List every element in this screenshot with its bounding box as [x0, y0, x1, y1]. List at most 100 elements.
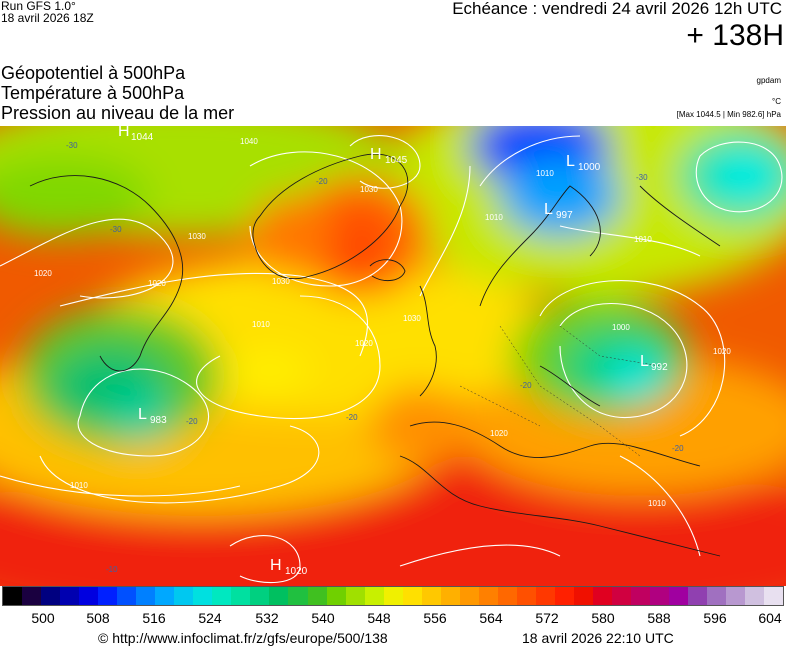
- scale-swatch: [212, 587, 232, 605]
- unit-geopotential: gpdam: [756, 76, 781, 85]
- scale-swatch: [326, 587, 346, 605]
- coastlines: [29, 153, 721, 557]
- scale-swatch: [688, 587, 708, 605]
- high-center-3: H: [270, 557, 282, 574]
- isobar-contours: [0, 135, 783, 584]
- scale-tick: 548: [367, 610, 391, 626]
- scale-tick: 524: [198, 610, 222, 626]
- scale-tick: 516: [142, 610, 166, 626]
- scale-swatch: [535, 587, 555, 605]
- scale-swatch: [745, 587, 765, 605]
- scale-swatch: [421, 587, 441, 605]
- scale-tick: 508: [86, 610, 110, 626]
- low-center-2-value: 997: [556, 210, 573, 221]
- temp-label: -20: [520, 381, 532, 390]
- scale-swatch: [650, 587, 670, 605]
- forecast-horizon: + 138H: [686, 19, 784, 52]
- low-center-2: L: [544, 201, 553, 218]
- scale-swatch: [592, 587, 612, 605]
- isobar-label: 1030: [360, 185, 378, 194]
- scale-tick: 500: [31, 610, 55, 626]
- scale-swatch: [231, 587, 251, 605]
- color-scale-bar: [2, 586, 784, 606]
- weather-map: H 1044 H 1045 L 1000 L 997 L 983 L 992 H…: [0, 126, 786, 586]
- temp-label: -30: [636, 173, 648, 182]
- scale-swatch: [41, 587, 61, 605]
- isobar-label: 1010: [648, 499, 666, 508]
- field-pressure-title: Pression au niveau de la mer: [1, 103, 235, 123]
- scale-swatch: [250, 587, 270, 605]
- scale-swatch: [136, 587, 156, 605]
- isobar-labels: 1040 1030 1030 1030 1020 1020 1010 1010 …: [34, 137, 731, 508]
- scale-swatch: [307, 587, 327, 605]
- high-center-2-value: 1045: [385, 155, 408, 166]
- scale-swatch: [79, 587, 99, 605]
- generation-date: 18 avril 2026 22:10 UTC: [522, 630, 674, 646]
- scale-tick: 588: [647, 610, 671, 626]
- high-center-2: H: [370, 146, 382, 163]
- scale-tick: 580: [591, 610, 615, 626]
- scale-swatch: [764, 587, 784, 605]
- scale-tick: 604: [758, 610, 782, 626]
- isobar-label: 1000: [612, 323, 630, 332]
- isobar-label: 1010: [536, 169, 554, 178]
- low-center-1-value: 1000: [578, 162, 601, 173]
- isobar-label: 1010: [485, 213, 503, 222]
- high-center-1-value: 1044: [131, 132, 154, 143]
- scale-swatch: [98, 587, 118, 605]
- pressure-center-labels: H 1044 H 1045 L 1000 L 997 L 983 L 992 H…: [118, 126, 668, 577]
- low-center-3: L: [138, 406, 147, 423]
- run-label: Run GFS 1.0°: [1, 0, 76, 13]
- low-center-4-value: 992: [651, 362, 668, 373]
- scale-tick: 564: [479, 610, 503, 626]
- scale-swatch: [60, 587, 80, 605]
- isobar-label: 1010: [634, 235, 652, 244]
- scale-swatch: [155, 587, 175, 605]
- scale-swatch: [402, 587, 422, 605]
- forecast-valid-time: Echéance : vendredi 24 avril 2026 12h UT…: [452, 0, 782, 18]
- scale-swatch: [573, 587, 593, 605]
- scale-swatch: [117, 587, 137, 605]
- temp-label: -10: [106, 565, 118, 574]
- scale-tick: 596: [703, 610, 727, 626]
- isobar-label: 1030: [403, 314, 421, 323]
- temp-label: -30: [66, 141, 78, 150]
- scale-swatch: [440, 587, 460, 605]
- high-center-3-value: 1020: [285, 566, 308, 577]
- isobar-label: 1020: [490, 429, 508, 438]
- scale-swatch: [3, 587, 23, 605]
- geopotential-field: [0, 126, 786, 586]
- temp-label: -20: [672, 444, 684, 453]
- scale-swatch: [478, 587, 498, 605]
- scale-swatch: [516, 587, 536, 605]
- unit-temperature: °C: [772, 97, 781, 106]
- field-temperature-title: Température à 500hPa: [1, 83, 185, 103]
- color-scale-ticks: 500 508 516 524 532 540 548 556 564 572 …: [0, 610, 786, 628]
- scale-swatch: [383, 587, 403, 605]
- scale-tick: 556: [423, 610, 447, 626]
- temp-label: -20: [316, 177, 328, 186]
- scale-swatch: [612, 587, 632, 605]
- scale-tick: 532: [255, 610, 279, 626]
- scale-swatch: [193, 587, 213, 605]
- scale-swatch: [345, 587, 365, 605]
- isobar-label: 1020: [148, 279, 166, 288]
- isobar-label: 1010: [70, 481, 88, 490]
- scale-swatch: [269, 587, 289, 605]
- isobar-label: 1020: [34, 269, 52, 278]
- isobar-label: 1020: [713, 347, 731, 356]
- low-center-1: L: [566, 153, 575, 170]
- scale-swatch: [631, 587, 651, 605]
- scale-swatch: [288, 587, 308, 605]
- temp-label: -20: [186, 417, 198, 426]
- scale-swatch: [707, 587, 727, 605]
- low-center-4: L: [640, 353, 649, 370]
- borders: [459, 325, 661, 457]
- scale-swatch: [364, 587, 384, 605]
- scale-swatch: [554, 587, 574, 605]
- low-center-3-value: 983: [150, 415, 167, 426]
- temp-label: -20: [346, 413, 358, 422]
- scale-swatch: [174, 587, 194, 605]
- isobar-label: 1010: [252, 320, 270, 329]
- source-url: © http://www.infoclimat.fr/z/gfs/europe/…: [98, 630, 388, 646]
